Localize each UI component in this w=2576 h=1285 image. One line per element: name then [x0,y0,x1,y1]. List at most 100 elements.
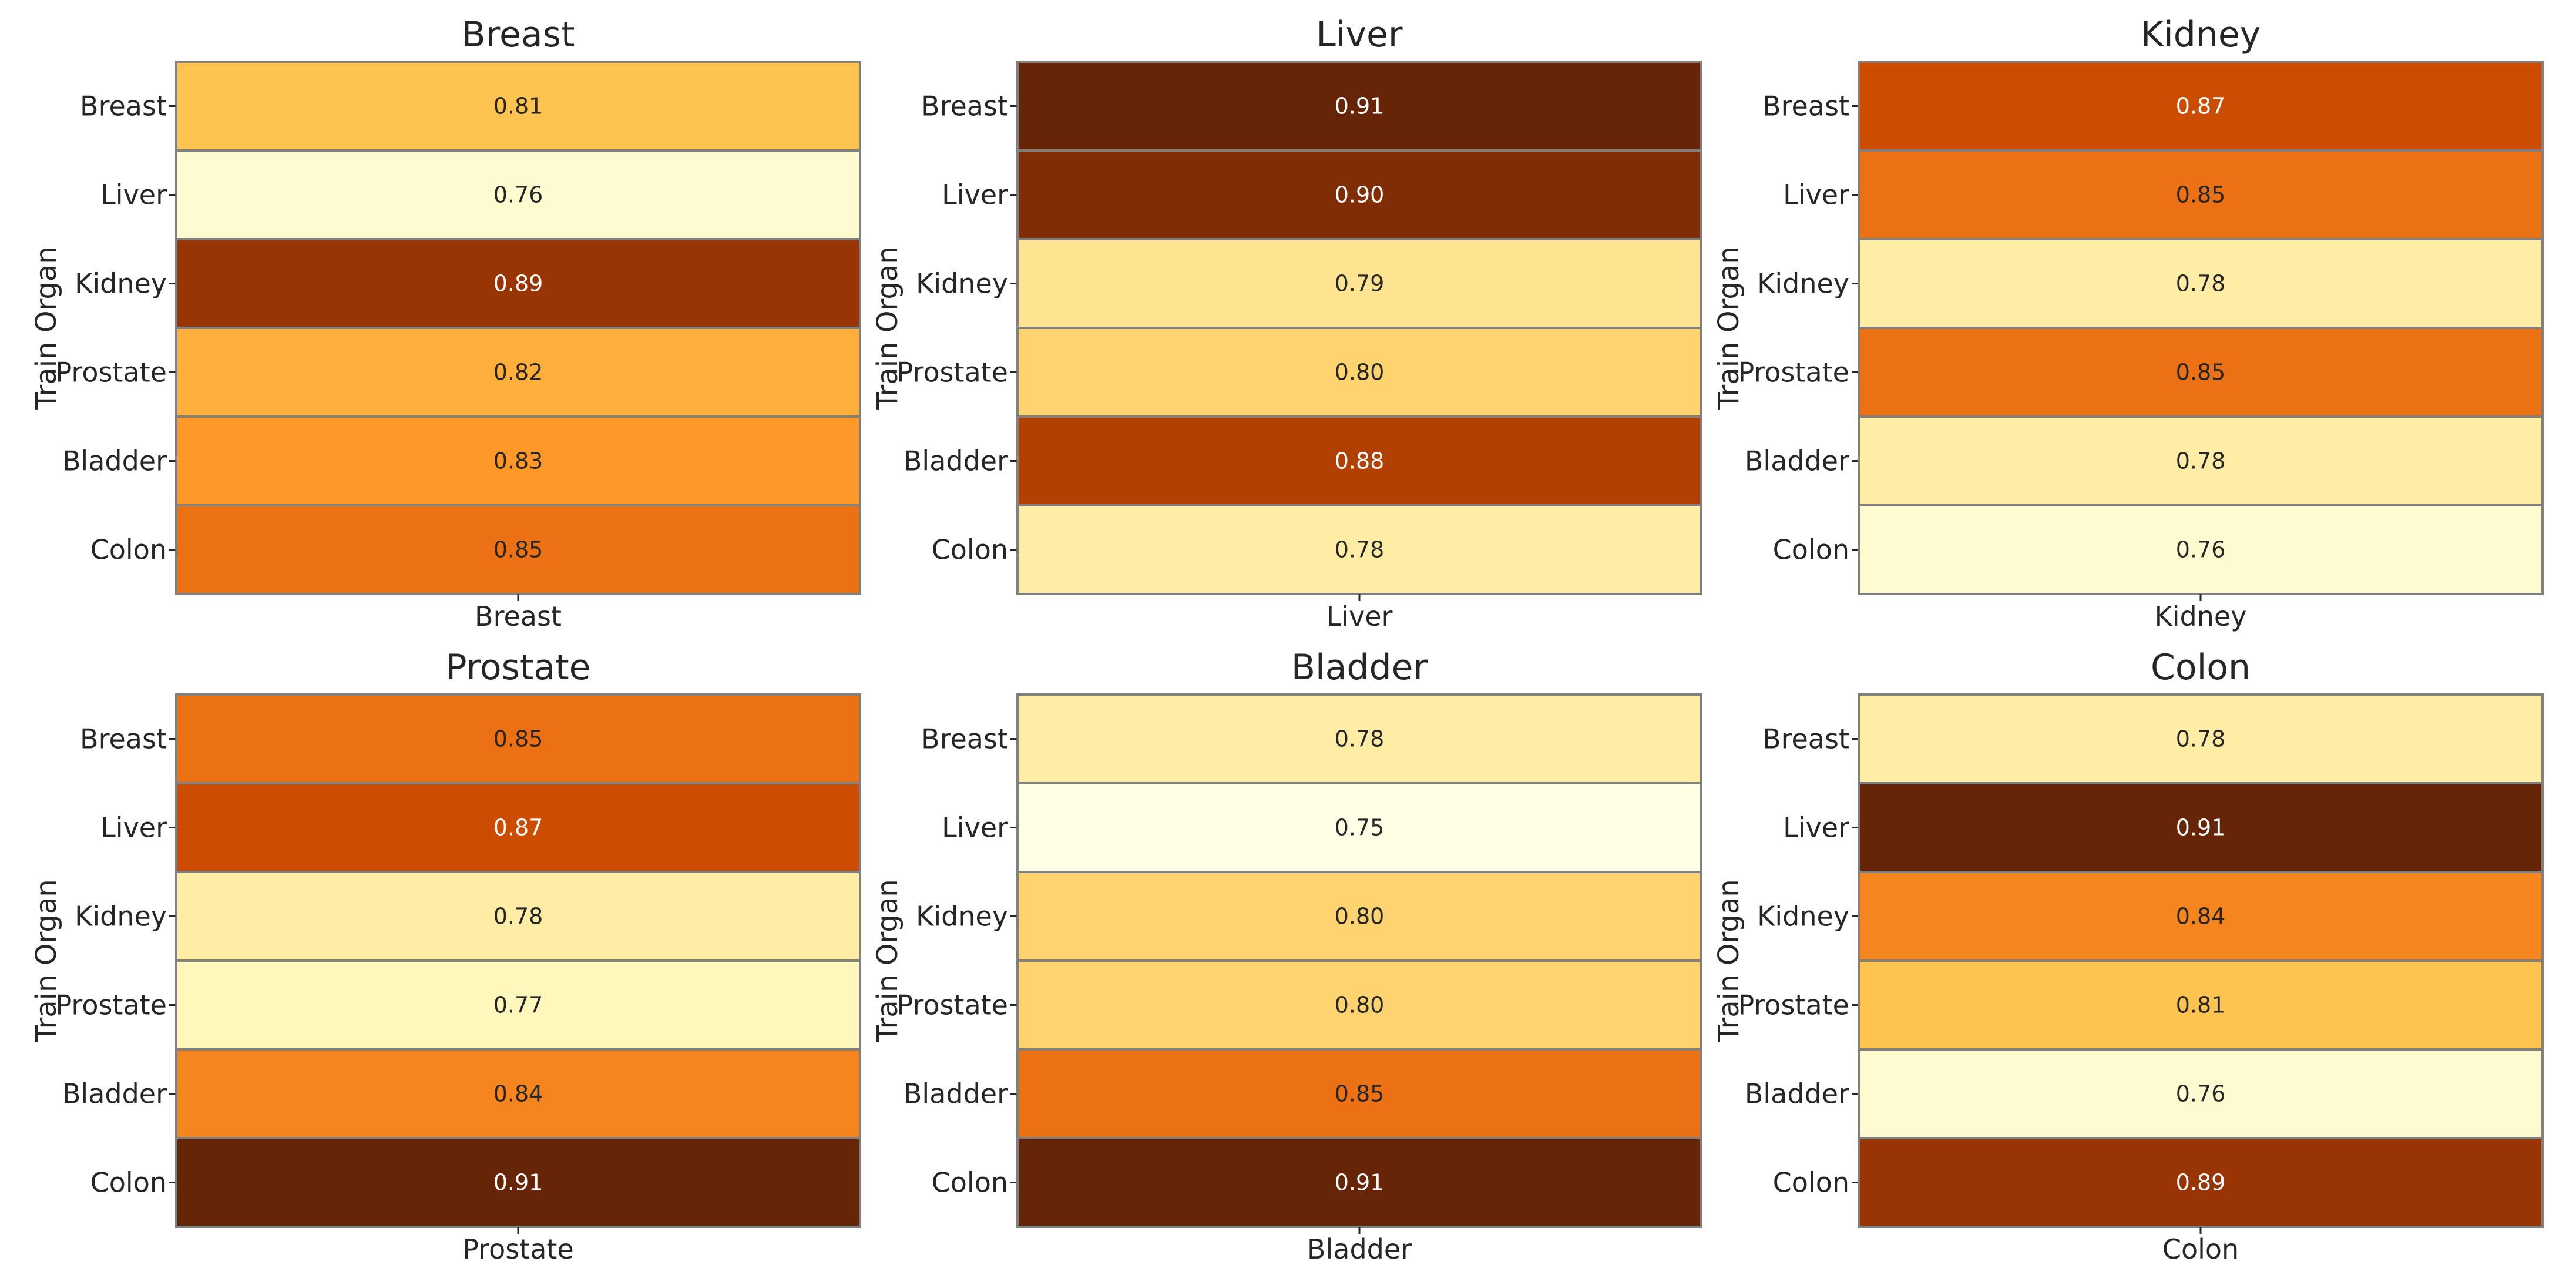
heatmap-cell-prostate-breast [175,693,861,784]
y-tick-label: Colon [932,1167,1008,1199]
cell-value-label: 0.85 [493,726,543,752]
y-tick-label: Prostate [55,989,167,1021]
y-tick-label: Bladder [62,445,167,477]
cell-value-label: 0.85 [1335,1081,1385,1107]
panel-title-colon: Colon [2151,647,2251,688]
y-tick-label: Bladder [1745,445,1849,477]
y-tick-label: Breast [1762,90,1849,122]
cell-value-label: 0.78 [1335,537,1385,563]
y-tick-label: Prostate [55,357,167,388]
cell-value-label: 0.91 [1335,1170,1385,1196]
heatmap-cell-bladder-bladder [1016,1048,1702,1139]
panel-title-kidney: Kidney [2141,14,2261,55]
cell-value-label: 0.76 [493,182,543,208]
panel-title-breast: Breast [462,14,575,55]
cell-value-label: 0.80 [1335,360,1385,385]
y-tick-label: Prostate [1738,357,1849,388]
y-tick-label: Liver [942,179,1008,211]
y-tick-label: Liver [1783,812,1849,844]
y-tick-label: Kidney [1757,901,1849,932]
cell-value-label: 0.88 [1335,448,1385,474]
heatmap-cell-breast-colon [175,504,861,595]
cell-value-label: 0.91 [1335,93,1385,119]
heatmap-cell-breast-liver [175,149,861,240]
cell-value-label: 0.78 [2176,448,2226,474]
cell-value-label: 0.77 [493,992,543,1018]
cell-value-label: 0.78 [493,904,543,930]
cell-value-label: 0.89 [2176,1170,2226,1196]
y-tick-label: Colon [1773,534,1849,566]
heatmap-cell-prostate-kidney [175,871,861,962]
x-tick-label: Kidney [2155,600,2247,632]
heatmap-cell-liver-kidney [1016,238,1702,329]
cell-value-label: 0.91 [493,1170,543,1196]
y-tick-label: Breast [80,723,167,755]
y-tick-label: Kidney [1757,268,1849,300]
cell-value-label: 0.78 [2176,726,2226,752]
cell-value-label: 0.87 [2176,93,2226,119]
y-axis-label: Train Organ [30,246,63,410]
heatmap-cell-prostate-bladder [175,1048,861,1139]
y-tick-label: Bladder [904,445,1008,477]
cell-value-label: 0.80 [1335,904,1385,930]
cell-value-label: 0.83 [493,448,543,474]
heatmap-cell-kidney-prostate [1858,327,2544,418]
y-tick-label: Colon [90,1167,167,1199]
heatmap-cell-colon-liver [1858,782,2544,873]
y-tick-label: Prostate [1738,989,1849,1021]
y-tick-label: Liver [100,812,167,844]
y-tick-label: Kidney [916,268,1008,300]
y-axis-label: Train Organ [1712,879,1745,1042]
heatmap-cell-kidney-liver [1858,149,2544,240]
y-tick-label: Prostate [896,989,1008,1021]
panel-title-bladder: Bladder [1291,647,1428,688]
heatmap-cell-liver-bladder [1016,415,1702,506]
heatmap-cell-breast-breast [175,61,861,152]
heatmap-cell-liver-prostate [1016,327,1702,418]
y-tick-label: Kidney [75,901,167,932]
y-tick-label: Bladder [904,1078,1008,1110]
cell-value-label: 0.81 [493,93,543,119]
y-tick-label: Colon [90,534,167,566]
cell-value-label: 0.84 [2176,904,2226,930]
cell-value-label: 0.81 [2176,992,2226,1018]
cell-value-label: 0.80 [1335,992,1385,1018]
y-axis-label: Train Organ [871,879,904,1042]
x-tick-label: Breast [475,600,562,632]
cell-value-label: 0.85 [2176,182,2226,208]
y-tick-label: Bladder [1745,1078,1849,1110]
cell-value-label: 0.85 [493,537,543,563]
x-tick-label: Prostate [462,1233,574,1265]
cell-value-label: 0.78 [2176,271,2226,297]
y-tick-label: Breast [921,90,1008,122]
y-axis-label: Train Organ [30,879,63,1042]
cell-value-label: 0.78 [1335,726,1385,752]
panel-title-liver: Liver [1316,14,1403,55]
y-axis-label: Train Organ [871,246,904,410]
y-tick-label: Breast [80,90,167,122]
cell-value-label: 0.85 [2176,360,2226,385]
cell-value-label: 0.79 [1335,271,1385,297]
x-tick-label: Liver [1326,600,1393,632]
y-tick-label: Liver [1783,179,1849,211]
cell-value-label: 0.76 [2176,537,2226,563]
heatmap-cell-kidney-colon [1858,504,2544,595]
cell-value-label: 0.75 [1335,815,1385,841]
y-tick-label: Colon [932,534,1008,566]
y-tick-label: Bladder [62,1078,167,1110]
y-tick-label: Breast [921,723,1008,755]
panel-title-prostate: Prostate [445,647,590,688]
y-tick-label: Kidney [916,901,1008,932]
cell-value-label: 0.76 [2176,1081,2226,1107]
y-tick-label: Liver [100,179,167,211]
y-tick-label: Kidney [75,268,167,300]
y-tick-label: Liver [942,812,1008,844]
cell-value-label: 0.90 [1335,182,1385,208]
y-tick-label: Colon [1773,1167,1849,1199]
cell-value-label: 0.87 [493,815,543,841]
y-tick-label: Breast [1762,723,1849,755]
cell-value-label: 0.89 [493,271,543,297]
y-axis-label: Train Organ [1712,246,1745,410]
heatmap-cell-colon-bladder [1858,1048,2544,1139]
